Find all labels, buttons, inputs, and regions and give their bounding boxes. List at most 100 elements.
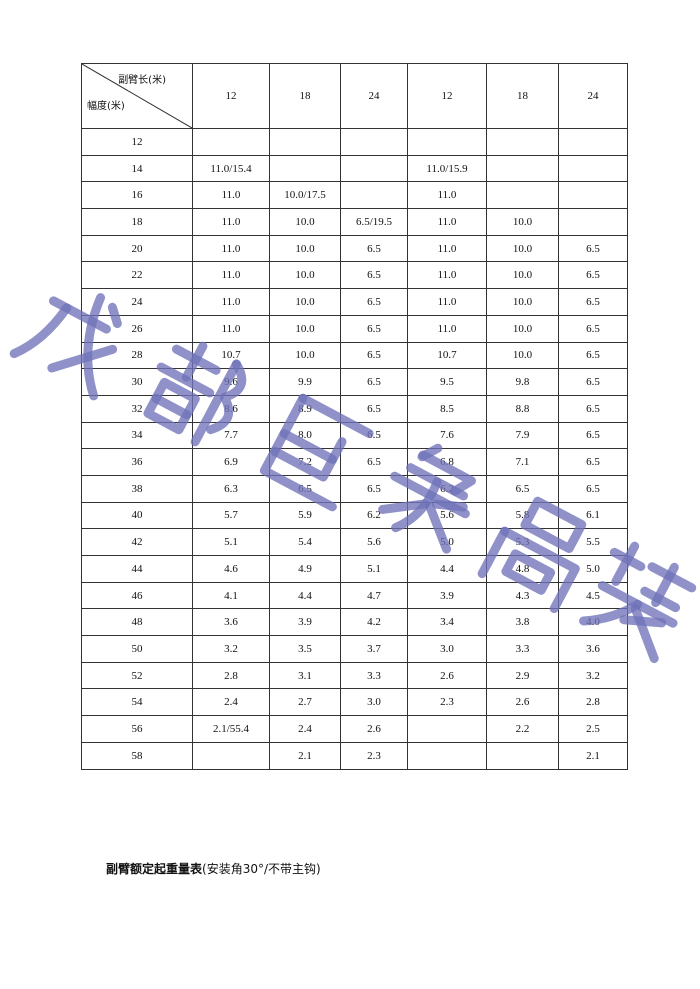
- capacity-cell: 10.0: [486, 288, 559, 316]
- capacity-cell: 11.0: [407, 181, 487, 210]
- capacity-cell: 11.0: [192, 181, 270, 210]
- column-header: 12: [407, 63, 487, 129]
- table-row: 40 5.7 5.9 6.2 5.6 5.8 6.1: [81, 501, 628, 530]
- capacity-cell: 8.5: [407, 394, 487, 423]
- radius-cell: 30: [81, 368, 193, 396]
- capacity-cell: 10.0: [486, 208, 559, 236]
- capacity-cell: 6.5: [340, 288, 408, 316]
- radius-cell: 46: [81, 581, 193, 610]
- radius-cell: 24: [81, 288, 193, 316]
- capacity-cell: 3.1: [269, 661, 341, 690]
- column-header: 18: [269, 63, 341, 129]
- capacity-cell: 3.9: [407, 581, 487, 610]
- capacity-cell: 3.3: [340, 661, 408, 690]
- radius-cell: 20: [81, 234, 193, 263]
- capacity-cell: 6.5: [558, 234, 628, 263]
- capacity-cell: 11.0: [192, 288, 270, 316]
- table-header-row: 副臂长(米) 幅度(米) 12 18 24 12 18 24: [81, 63, 628, 129]
- table-row: 44 4.6 4.9 5.1 4.4 4.8 5.0: [81, 555, 628, 583]
- radius-cell: 52: [81, 661, 193, 690]
- capacity-cell: 5.6: [407, 501, 487, 530]
- capacity-cell: 6.5: [558, 448, 628, 476]
- capacity-cell: 3.2: [192, 635, 270, 663]
- column-header: 24: [558, 63, 628, 129]
- capacity-cell: 3.9: [269, 608, 341, 637]
- table-row: 12: [81, 128, 628, 156]
- capacity-cell: [558, 154, 628, 183]
- capacity-cell: 5.9: [269, 501, 341, 530]
- capacity-cell: 10.0: [269, 208, 341, 236]
- capacity-cell: [340, 181, 408, 210]
- capacity-cell: 2.8: [558, 688, 628, 717]
- capacity-cell: 7.1: [486, 448, 559, 476]
- table-row: 32 8.6 8.9 6.5 8.5 8.8 6.5: [81, 394, 628, 423]
- capacity-cell: 6.5: [558, 368, 628, 396]
- capacity-cell: [407, 741, 487, 770]
- capacity-cell: 4.2: [340, 608, 408, 637]
- capacity-cell: 6.2: [340, 501, 408, 530]
- capacity-cell: 10.7: [192, 341, 270, 370]
- capacity-cell: 7.6: [407, 421, 487, 450]
- capacity-cell: 11.0: [407, 234, 487, 263]
- capacity-cell: 6.5: [340, 341, 408, 370]
- table-row: 46 4.1 4.4 4.7 3.9 4.3 4.5: [81, 581, 628, 610]
- capacity-cell: 4.0: [558, 608, 628, 637]
- capacity-cell: 11.0/15.4: [192, 154, 270, 183]
- capacity-cell: 7.2: [269, 448, 341, 476]
- capacity-cell: 11.0: [407, 208, 487, 236]
- table-row: 14 11.0/15.4 11.0/15.9: [81, 154, 628, 183]
- capacity-cell: 4.8: [486, 555, 559, 583]
- capacity-cell: 6.3: [192, 474, 270, 503]
- capacity-cell: 4.6: [192, 555, 270, 583]
- capacity-cell: 2.5: [558, 715, 628, 743]
- radius-cell: 36: [81, 448, 193, 476]
- radius-cell: 34: [81, 421, 193, 450]
- capacity-cell: 10.0: [486, 261, 559, 290]
- capacity-cell: 6.5: [558, 421, 628, 450]
- capacity-cell: 5.6: [340, 528, 408, 556]
- capacity-cell: 5.4: [269, 528, 341, 556]
- table-row: 48 3.6 3.9 4.2 3.4 3.8 4.0: [81, 608, 628, 637]
- radius-cell: 40: [81, 501, 193, 530]
- table-row: 36 6.9 7.2 6.5 6.8 7.1 6.5: [81, 448, 628, 476]
- table-caption: 副臂额定起重量表(安装角30°/不带主钩): [106, 860, 321, 877]
- diagonal-divider: [82, 64, 192, 128]
- radius-cell: 54: [81, 688, 193, 717]
- capacity-cell: 6.9: [192, 448, 270, 476]
- capacity-cell: 2.1/55.4: [192, 715, 270, 743]
- capacity-cell: 6.5: [340, 474, 408, 503]
- capacity-cell: 2.1: [558, 741, 628, 770]
- capacity-cell: 3.4: [407, 608, 487, 637]
- capacity-cell: 4.1: [192, 581, 270, 610]
- capacity-cell: [407, 715, 487, 743]
- capacity-cell: 6.2: [407, 474, 487, 503]
- jib-length-label: 副臂长(米): [118, 75, 166, 86]
- table-row: 52 2.8 3.1 3.3 2.6 2.9 3.2: [81, 661, 628, 690]
- capacity-cell: 10.0: [269, 288, 341, 316]
- capacity-cell: 6.5: [558, 474, 628, 503]
- capacity-cell: 4.7: [340, 581, 408, 610]
- capacity-cell: 3.7: [340, 635, 408, 663]
- capacity-cell: [340, 128, 408, 156]
- radius-cell: 50: [81, 635, 193, 663]
- capacity-cell: 2.6: [407, 661, 487, 690]
- capacity-cell: 2.4: [269, 715, 341, 743]
- capacity-cell: [486, 154, 559, 183]
- capacity-cell: 8.6: [192, 394, 270, 423]
- capacity-cell: 11.0: [192, 234, 270, 263]
- capacity-cell: [558, 181, 628, 210]
- capacity-cell: 2.6: [340, 715, 408, 743]
- capacity-cell: 6.5: [486, 474, 559, 503]
- capacity-cell: 11.0: [407, 288, 487, 316]
- table-row: 26 11.0 10.0 6.5 11.0 10.0 6.5: [81, 314, 628, 343]
- radius-cell: 16: [81, 181, 193, 210]
- column-header: 24: [340, 63, 408, 129]
- capacity-cell: 7.7: [192, 421, 270, 450]
- capacity-cell: 10.0: [269, 234, 341, 263]
- capacity-cell: [192, 741, 270, 770]
- capacity-cell: 6.5: [340, 261, 408, 290]
- capacity-cell: 6.5: [340, 448, 408, 476]
- capacity-cell: 11.0: [192, 261, 270, 290]
- capacity-cell: 3.6: [192, 608, 270, 637]
- capacity-cell: 10.0: [486, 314, 559, 343]
